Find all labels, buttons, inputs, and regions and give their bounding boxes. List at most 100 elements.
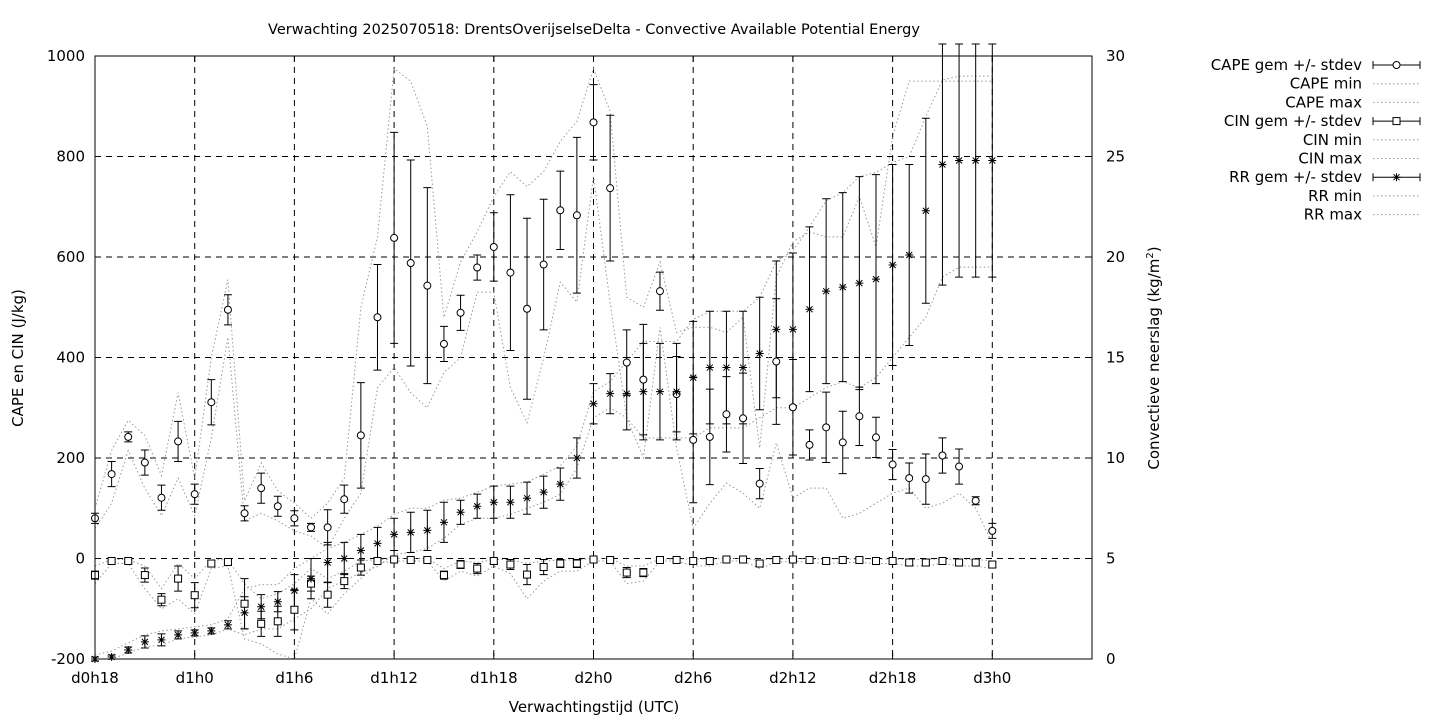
rr-point (788, 325, 797, 334)
cin-min-line (94, 560, 993, 660)
rr-point (739, 363, 748, 372)
cape-point (323, 523, 332, 532)
cin-point (905, 558, 914, 567)
rr-point (622, 389, 631, 398)
cin-point (938, 557, 947, 566)
legend-marker (1392, 117, 1401, 126)
cin-point (788, 555, 797, 564)
cin-point (290, 605, 299, 614)
y-tick-label: 0 (75, 550, 85, 568)
y2-tick-label: 25 (1106, 148, 1125, 166)
cin-point (971, 558, 980, 567)
rr-point (107, 652, 116, 661)
legend-marker (1392, 61, 1401, 69)
cape-point (805, 440, 814, 449)
cape-point (157, 493, 166, 502)
cin-point (572, 559, 581, 568)
rr-point (772, 325, 781, 334)
cin-point (805, 556, 814, 565)
cape-point (905, 474, 914, 483)
cin-point (140, 571, 149, 580)
rr-point (124, 645, 133, 654)
cin-point (855, 556, 864, 565)
rr-point (190, 628, 199, 637)
cin-point (174, 574, 183, 583)
cape-point (373, 313, 382, 322)
rr-point (240, 608, 249, 617)
x-tick-label: d1h0 (176, 669, 214, 687)
x-tick-label: d2h12 (769, 669, 817, 687)
cape-point (523, 304, 532, 313)
cape-point (290, 514, 299, 523)
cin-point (888, 557, 897, 566)
rr-point (456, 508, 465, 517)
y2-tick-label: 15 (1106, 349, 1125, 367)
cape-point (705, 432, 714, 441)
cape-point (356, 431, 365, 440)
cape-point (406, 259, 415, 268)
rr-point (473, 502, 482, 511)
legend-label: CIN gem +/- stdev (1224, 112, 1362, 130)
cape-point (340, 495, 349, 504)
cin-point (921, 558, 930, 567)
rr-point (439, 518, 448, 527)
cin-point (423, 556, 432, 565)
cape-point (257, 484, 266, 493)
rr-point (406, 528, 415, 537)
cape-point (655, 287, 664, 296)
cin-point (124, 557, 133, 566)
rr-point (157, 635, 166, 644)
y2-tick-label: 30 (1106, 47, 1125, 65)
rr-point (290, 586, 299, 595)
rr-point (822, 287, 831, 296)
cape-point (822, 423, 831, 432)
cape-point (772, 357, 781, 366)
rr-point (207, 626, 216, 635)
cape-point (223, 305, 232, 314)
y2-tick-label: 5 (1106, 550, 1116, 568)
legend-label: RR min (1308, 187, 1362, 205)
cin-point (556, 559, 565, 568)
cin-point (705, 557, 714, 566)
cin-point (439, 571, 448, 580)
cape-point (107, 470, 116, 479)
y2-axis-label-sup: 2 (1145, 252, 1156, 258)
legend-label: RR max (1304, 206, 1362, 224)
y2-axis-ticks: 0 5 10 15 20 25 30 (1086, 47, 1125, 668)
y2-tick-label: 20 (1106, 248, 1125, 266)
cin-point (606, 556, 615, 565)
rr-point (888, 261, 897, 270)
y-tick-label: 1000 (47, 47, 85, 65)
cin-point (489, 557, 498, 566)
x-tick-label: d2h0 (574, 669, 612, 687)
cape-point (955, 462, 964, 471)
rr-point (356, 546, 365, 555)
cape-point (456, 308, 465, 317)
cin-point (257, 619, 266, 628)
cin-point (689, 557, 698, 566)
rr-point (955, 156, 964, 165)
cin-point (523, 570, 532, 579)
rr-point (423, 526, 432, 535)
cin-point (406, 556, 415, 565)
rr-point (988, 156, 997, 165)
cape-point (888, 460, 897, 469)
cape-point (539, 260, 548, 269)
cin-point (722, 555, 731, 564)
cape-point (489, 242, 498, 251)
legend-label: RR gem +/- stdev (1229, 168, 1362, 186)
cape-point (689, 435, 698, 444)
cin-point (240, 599, 249, 608)
y2-axis-label: Convectieve neerslag (kg/m2) (1145, 246, 1163, 469)
cin-point (955, 558, 964, 567)
cin-point (739, 555, 748, 564)
legend-label: CAPE gem +/- stdev (1211, 56, 1362, 74)
rr-point (174, 630, 183, 639)
cin-point (207, 559, 216, 568)
rr-point (755, 349, 764, 358)
cin-point (373, 557, 382, 566)
rr-point (905, 250, 914, 259)
rr-point (556, 480, 565, 489)
cape-point (921, 475, 930, 484)
cin-point (190, 591, 199, 600)
